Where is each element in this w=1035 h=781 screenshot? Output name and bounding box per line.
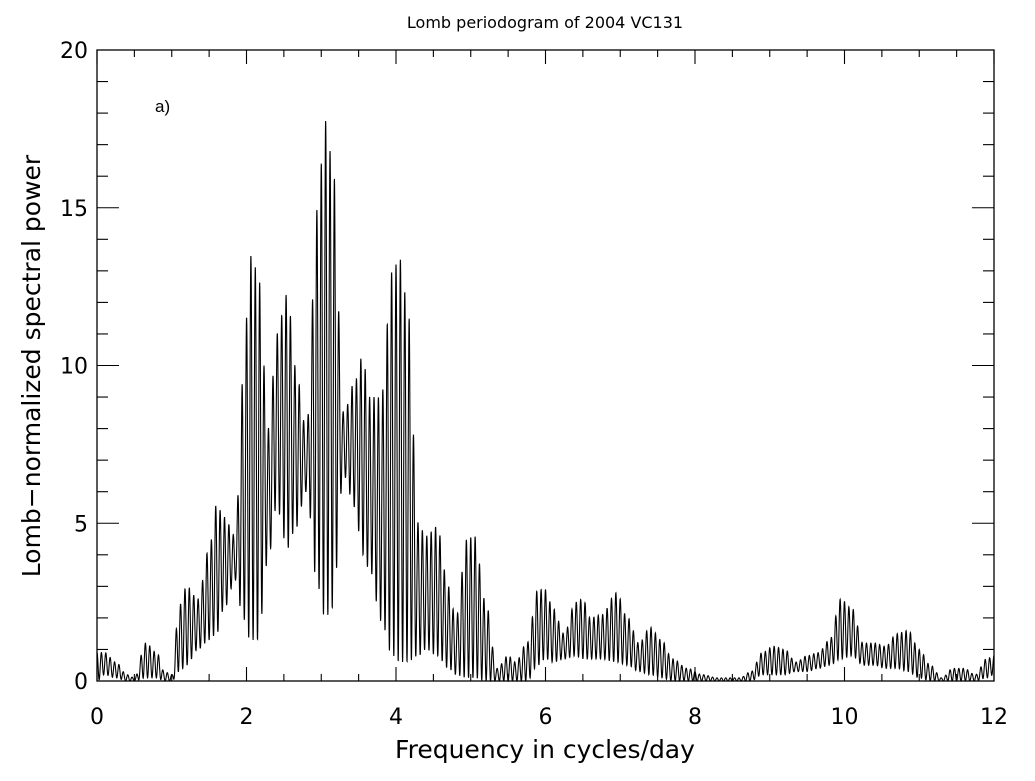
chart-title: Lomb periodogram of 2004 VC131 [407,13,683,32]
y-tick-label: 15 [60,197,88,222]
y-tick-label: 10 [60,355,88,380]
panel-label: a) [155,97,170,116]
x-tick-label: 8 [688,705,702,730]
x-tick-label: 4 [389,705,403,730]
x-tick-label: 12 [980,705,1008,730]
data-series-layer [96,120,995,683]
y-tick-label: 20 [60,39,88,64]
series-line-0 [96,120,995,683]
y-tick-label: 5 [74,512,88,537]
y-axis-title: Lomb−normalized spectral power [17,154,46,577]
y-tick-label: 0 [74,670,88,695]
tick-labels: 0 2 4 6 8 10 12 0 5 10 15 20 [60,39,1008,730]
x-axis-title: Frequency in cycles/day [395,735,695,764]
x-tick-label: 6 [539,705,553,730]
plot-frame [96,49,995,682]
x-tick-label: 10 [831,705,859,730]
x-tick-label: 2 [240,705,254,730]
x-tick-label: 0 [90,705,104,730]
